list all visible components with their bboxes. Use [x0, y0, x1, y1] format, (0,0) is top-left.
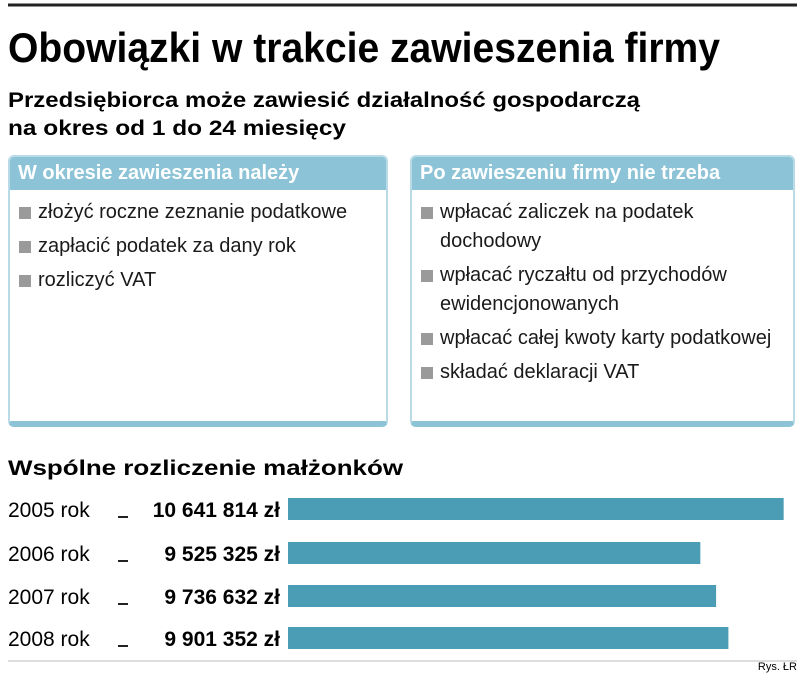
box-heading: Po zawieszeniu firmy nie trzeba	[412, 157, 793, 190]
value-label: 9 901 352 zł	[164, 628, 280, 651]
category-label: 2007 rok	[8, 586, 90, 609]
item-text: rozliczyć VAT	[38, 269, 157, 291]
item-text: złożyć roczne zeznanie podatkowe	[38, 201, 348, 223]
bullet	[19, 207, 31, 219]
chart-title: Wspólne rozliczenie małżonków	[8, 457, 404, 480]
item-text: wpłacać ryczałtu od przychodów ewidencjo…	[440, 264, 727, 315]
bullet	[19, 275, 31, 287]
category-label: 2006 rok	[8, 543, 90, 566]
value-label: 9 525 325 zł	[164, 543, 280, 566]
list-item: składać deklaracji VAT	[412, 356, 793, 390]
title: Obowiązki w trakcie zawieszenia firmy	[8, 24, 721, 71]
list-item: zapłacić podatek za dany rok	[10, 230, 386, 264]
value-label: 9 736 632 zł	[164, 586, 280, 609]
bar	[288, 627, 729, 649]
bullet	[421, 207, 433, 219]
item-text: wpłacać zaliczek na podatek dochodowy	[440, 201, 694, 252]
item-list: złożyć roczne zeznanie podatkowe zapłacić…	[10, 190, 386, 298]
bar	[288, 498, 784, 520]
info-box: Po zawieszeniu firmy nie trzeba wpłacać z…	[410, 155, 795, 427]
list-item: wpłacać ryczałtu od przychodów ewidencjo…	[412, 259, 793, 322]
list-item: wpłacać całej kwoty karty podatkowej	[412, 322, 793, 356]
category-label: 2008 rok	[8, 628, 90, 651]
item-text: wpłacać całej kwoty karty podatkowej	[440, 327, 772, 349]
bullet	[421, 333, 433, 345]
bullet	[19, 241, 31, 253]
list-item: złożyć roczne zeznanie podatkowe	[10, 196, 386, 230]
box-heading: W okresie zawieszenia należy	[10, 157, 386, 190]
list-item: rozliczyć VAT	[10, 264, 386, 298]
subtitle: na okres od 1 do 24 miesięcy	[8, 117, 346, 140]
credit: Rys. ŁR	[758, 661, 797, 673]
item-text: składać deklaracji VAT	[440, 361, 640, 383]
value-label: 10 641 814 zł	[153, 499, 280, 522]
info-box: W okresie zawieszenia należy złożyć roczn…	[8, 155, 388, 427]
bullet	[421, 270, 433, 282]
item-text: zapłacić podatek za dany rok	[38, 235, 296, 257]
bar	[288, 542, 701, 564]
subtitle: Przedsiębiorca może zawiesić działalność…	[8, 89, 640, 112]
bar	[288, 585, 717, 607]
category-label: 2005 rok	[8, 499, 90, 522]
bullet	[421, 367, 433, 379]
list-item: wpłacać zaliczek na podatek dochodowy	[412, 196, 793, 259]
item-list: wpłacać zaliczek na podatek dochodowy wpł…	[412, 190, 793, 390]
